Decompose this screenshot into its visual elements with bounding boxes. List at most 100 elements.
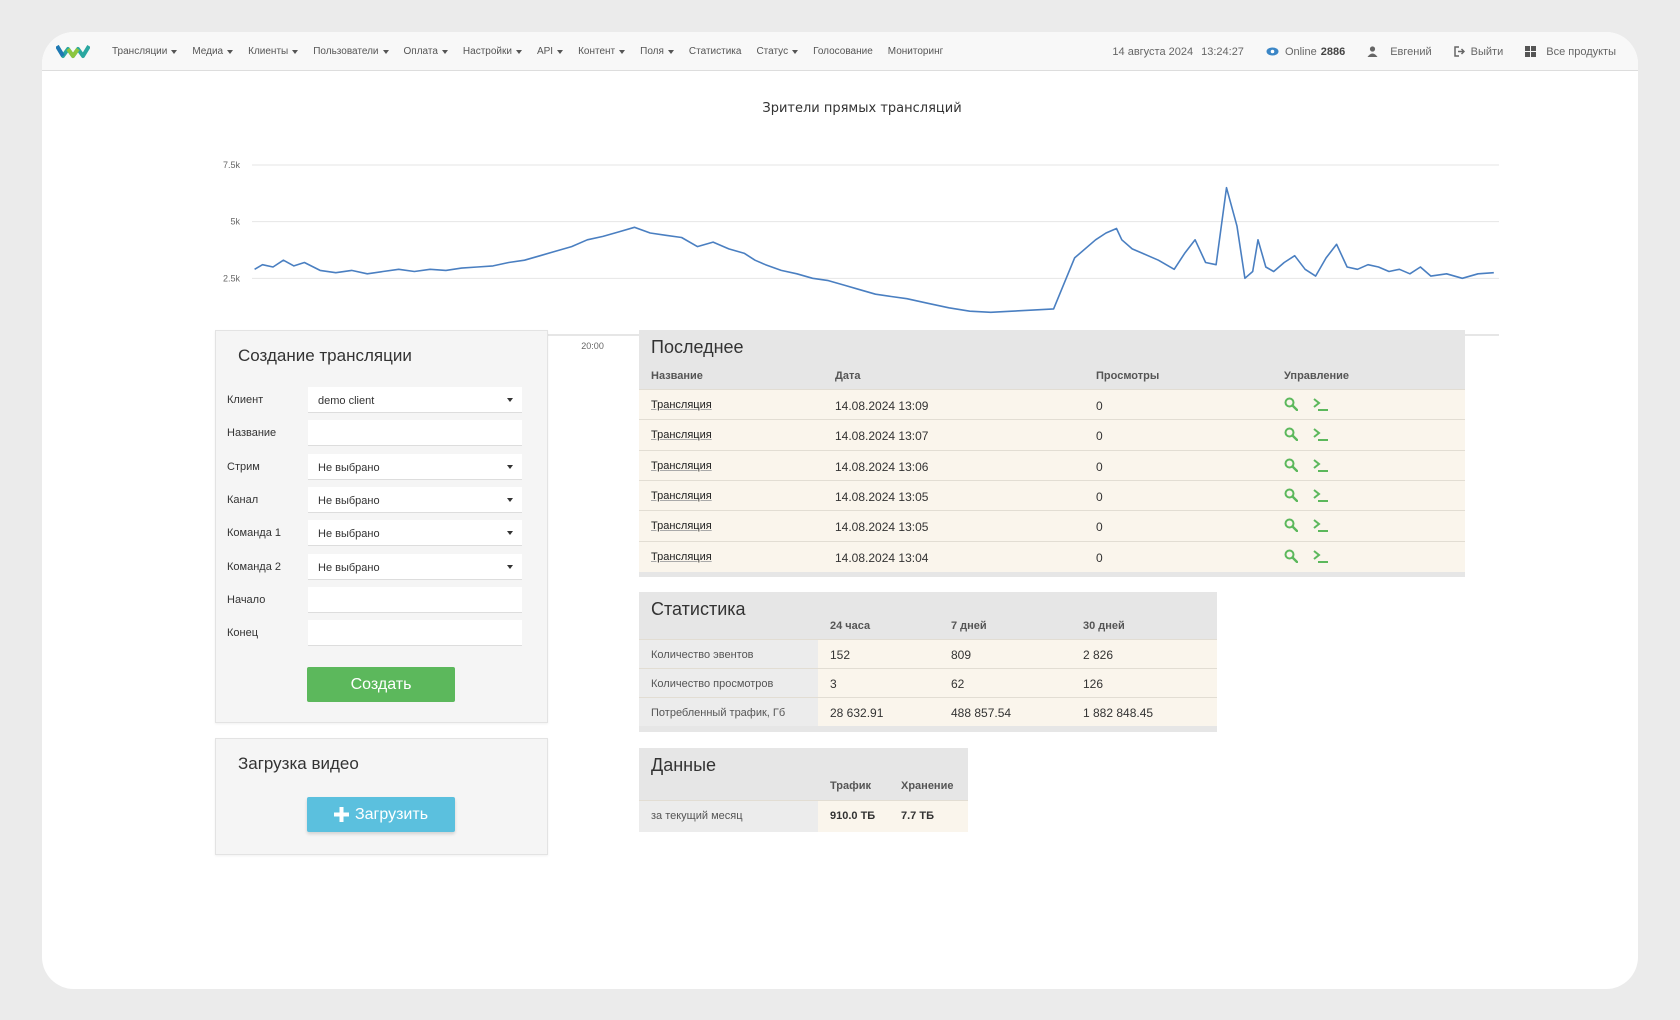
form-row: Клиент demo client bbox=[227, 387, 527, 413]
stream-link[interactable]: Трансляция bbox=[651, 459, 712, 472]
terminal-icon[interactable] bbox=[1313, 519, 1328, 537]
data-header-traffic: Трафик bbox=[830, 780, 872, 792]
form-row: Команда 2 Не выбрано bbox=[227, 553, 527, 580]
field-label: Название bbox=[227, 427, 277, 440]
table-row: Трансляция 14.08.2024 13:05 0 bbox=[639, 479, 1465, 511]
stream-link[interactable]: Трансляция bbox=[651, 550, 712, 563]
plus-icon bbox=[333, 807, 349, 822]
terminal-icon[interactable] bbox=[1313, 458, 1328, 477]
dropdown-arrow-icon bbox=[507, 398, 513, 402]
select-field[interactable]: Не выбрано bbox=[308, 453, 522, 480]
create-panel-title: Создание трансляции bbox=[238, 346, 412, 365]
create-stream-panel: Создание трансляции Клиент demo client Наз… bbox=[215, 330, 548, 723]
search-icon[interactable] bbox=[1284, 549, 1299, 568]
row-label: за текущий месяц bbox=[639, 801, 818, 832]
statistics-table: Статистика 24 часа 7 дней 30 дней Количе… bbox=[639, 592, 1217, 732]
stat-value: 1 882 848.45 bbox=[1083, 706, 1154, 720]
select-field[interactable]: demo client bbox=[308, 387, 522, 413]
search-icon[interactable] bbox=[1284, 458, 1299, 477]
stream-link[interactable]: Трансляция bbox=[651, 489, 712, 502]
stats-title: Статистика bbox=[651, 599, 746, 619]
form-row: Стрим Не выбрано bbox=[227, 453, 527, 480]
dropdown-arrow-icon bbox=[507, 531, 513, 536]
nav-item-label: Пользователи bbox=[313, 46, 379, 57]
stat-value: 3 bbox=[830, 677, 837, 691]
caret-down-icon bbox=[171, 49, 178, 54]
terminal-icon[interactable] bbox=[1313, 549, 1328, 568]
grid-icon bbox=[1525, 46, 1537, 57]
nav-item-label: Статистика bbox=[688, 46, 742, 57]
recent-table: Последнее Название Дата Просмотры Управл… bbox=[639, 330, 1465, 577]
y-tick-label: 7.5k bbox=[223, 160, 241, 170]
nav-item[interactable]: Настройки bbox=[463, 46, 522, 57]
form-row: Название bbox=[227, 420, 527, 447]
create-button[interactable]: Создать bbox=[307, 667, 455, 702]
nav-item[interactable]: Трансляции bbox=[112, 46, 178, 57]
nav-item[interactable]: Пользователи bbox=[313, 46, 389, 57]
stream-link[interactable]: Трансляция bbox=[651, 520, 712, 533]
nav-item[interactable]: Поля bbox=[640, 46, 674, 57]
nav-item[interactable]: Статус bbox=[756, 46, 799, 57]
data-table: Данные Трафик Хранение за текущий месяц 9… bbox=[639, 748, 968, 832]
logout-icon bbox=[1453, 46, 1465, 57]
select-field[interactable]: Не выбрано bbox=[308, 520, 522, 547]
table-row: Трансляция 14.08.2024 13:06 0 bbox=[639, 449, 1465, 481]
text-input[interactable] bbox=[308, 420, 522, 447]
user-menu[interactable]: Евгений bbox=[1367, 45, 1432, 58]
nav-item[interactable]: Голосование bbox=[813, 46, 873, 57]
search-icon[interactable] bbox=[1284, 397, 1299, 416]
field-value: Не выбрано bbox=[318, 561, 380, 574]
form-row: Конец bbox=[227, 620, 527, 647]
user-icon bbox=[1367, 46, 1378, 57]
nav-item[interactable]: API bbox=[536, 46, 564, 57]
nav-item[interactable]: Контент bbox=[578, 46, 626, 57]
terminal-icon[interactable] bbox=[1313, 398, 1328, 416]
stream-date: 14.08.2024 13:09 bbox=[835, 399, 929, 413]
chart-title: Зрители прямых трансляций bbox=[762, 101, 962, 116]
all-products-link[interactable]: Все продукты bbox=[1525, 46, 1616, 58]
nav-item[interactable]: Статистика bbox=[689, 46, 742, 57]
search-icon[interactable] bbox=[1284, 518, 1299, 537]
viewers-chart: Зрители прямых трансляций 02.5k5k7.5k14:… bbox=[212, 90, 1512, 355]
recent-header-views: Просмотры bbox=[1096, 370, 1160, 382]
all-products-label: Все продукты bbox=[1546, 45, 1616, 58]
text-input[interactable] bbox=[308, 620, 522, 647]
nav-item[interactable]: Мониторинг bbox=[888, 46, 943, 57]
nav-item-label: Трансляции bbox=[112, 46, 168, 57]
upload-panel-title: Загрузка видео bbox=[238, 754, 359, 773]
stream-link[interactable]: Трансляция bbox=[651, 429, 712, 442]
logout-link[interactable]: Выйти bbox=[1453, 46, 1503, 58]
nav-item[interactable]: Клиенты bbox=[248, 46, 299, 57]
main-menu: Трансляции Медиа Клиенты Пользователи Оплата… bbox=[112, 32, 958, 71]
nav-item[interactable]: Медиа bbox=[192, 46, 234, 57]
nav-item[interactable]: Оплата bbox=[404, 46, 448, 57]
stream-date: 14.08.2024 13:05 bbox=[835, 520, 929, 535]
stream-date: 14.08.2024 13:06 bbox=[835, 459, 929, 474]
table-row: Трансляция 14.08.2024 13:07 0 bbox=[639, 419, 1465, 451]
select-field[interactable]: Не выбрано bbox=[308, 553, 522, 580]
caret-down-icon bbox=[557, 49, 564, 54]
online-indicator: Online 2886 bbox=[1266, 46, 1345, 58]
y-tick-label: 2.5k bbox=[223, 273, 241, 283]
search-icon[interactable] bbox=[1284, 427, 1299, 446]
caret-down-icon bbox=[667, 49, 674, 54]
stream-views: 0 bbox=[1096, 489, 1103, 504]
search-icon[interactable] bbox=[1284, 488, 1299, 507]
terminal-icon[interactable] bbox=[1313, 489, 1328, 507]
nav-item-label: API bbox=[536, 46, 554, 57]
nav-item-label: Мониторинг bbox=[887, 46, 944, 57]
stat-value: 126 bbox=[1083, 677, 1104, 691]
select-field[interactable]: Не выбрано bbox=[308, 486, 522, 513]
stat-value: 62 bbox=[951, 677, 965, 691]
caret-down-icon bbox=[515, 49, 522, 54]
data-title: Данные bbox=[651, 755, 717, 775]
row-label: Количество эвентов bbox=[639, 640, 818, 668]
text-input[interactable] bbox=[308, 586, 522, 613]
stream-link[interactable]: Трансляция bbox=[651, 399, 712, 411]
field-label: Стрим bbox=[227, 460, 260, 473]
terminal-icon[interactable] bbox=[1313, 428, 1328, 446]
user-name: Евгений bbox=[1390, 45, 1432, 58]
upload-button[interactable]: Загрузить bbox=[307, 797, 455, 832]
caret-down-icon bbox=[792, 49, 799, 54]
logo-icon[interactable] bbox=[56, 42, 90, 60]
